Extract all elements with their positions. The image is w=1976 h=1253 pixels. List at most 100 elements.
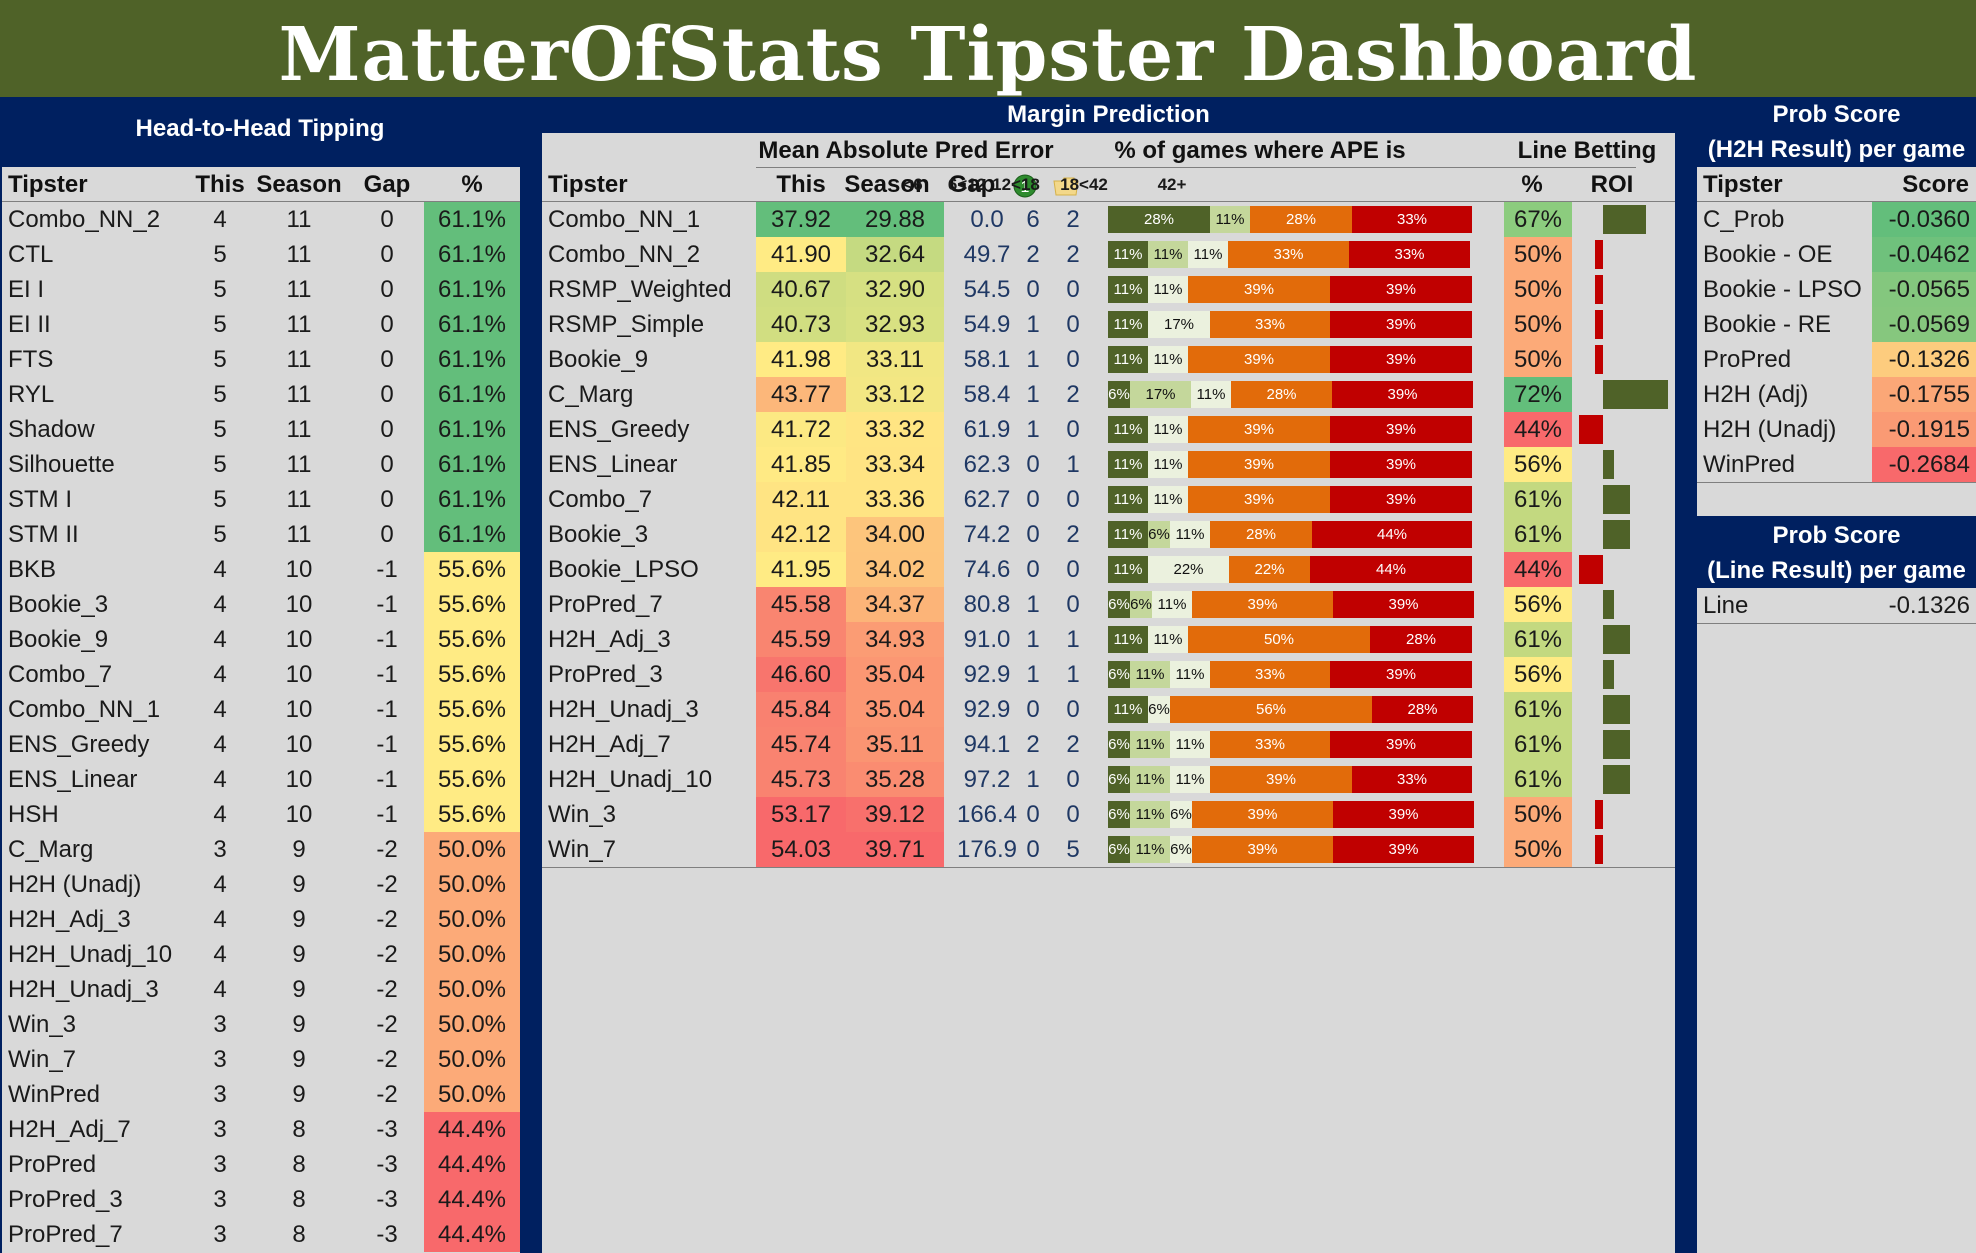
table-row[interactable]: ENS_Greedy 4 10 -1 55.6% [2,727,520,762]
table-row[interactable]: Bookie - RE -0.0569 [1697,307,1976,342]
table-row[interactable]: ProPred -0.1326 [1697,342,1976,377]
this-value: 5 [213,486,227,513]
table-row[interactable]: ProPred 3 8 -3 44.4% [2,1147,520,1182]
table-row[interactable]: H2H_Unadj_10 45.73 35.28 97.2 1 0 6% 11% 11% 39% 3… [542,762,1675,797]
table-row[interactable]: Combo_NN_2 41.90 32.64 49.7 2 2 11% 11% 11% 33% 33… [542,237,1675,272]
table-row[interactable]: STM II 5 11 0 61.1% [2,517,520,552]
table-row[interactable]: Bookie - LPSO -0.0565 [1697,272,1976,307]
table-row[interactable]: C_Prob -0.0360 [1697,202,1976,237]
table-row[interactable]: ENS_Linear 41.85 33.34 62.3 0 1 11% 11% 39% 39% 56… [542,447,1675,482]
tipster-name: H2H (Unadj) [1703,416,1837,443]
table-row[interactable]: BKB 4 10 -1 55.6% [2,552,520,587]
table-row[interactable]: Line -0.1326 [1697,588,1976,623]
table-row[interactable]: WinPred -0.2684 [1697,447,1976,482]
table-row[interactable]: Bookie_3 4 10 -1 55.6% [2,587,520,622]
tipster-name: Win_7 [8,1046,77,1073]
table-row[interactable]: ProPred_7 45.58 34.37 80.8 1 0 6% 6% 11% 39% 39% 56… [542,587,1675,622]
table-row[interactable]: Silhouette 5 11 0 61.1% [2,447,520,482]
pct-value: 44.4% [424,1147,520,1182]
ape-segment: 11% [1148,241,1188,268]
table-row[interactable]: H2H_Unadj_3 4 9 -2 50.0% [2,972,520,1007]
gap-value: -2 [376,1081,398,1108]
tipster-name: WinPred [8,1081,101,1108]
mae-gap-value: 97.2 [963,766,1011,793]
table-row[interactable]: H2H_Unadj_3 45.84 35.04 92.9 0 0 11% 6% 56% 28% 61… [542,692,1675,727]
table-row[interactable]: FTS 5 11 0 61.1% [2,342,520,377]
table-row[interactable]: Combo_7 4 10 -1 55.6% [2,657,520,692]
table-row[interactable]: Bookie_3 42.12 34.00 74.2 0 2 11% 6% 11% 28% 44% 61… [542,517,1675,552]
tipster-name: FTS [8,346,54,373]
h2h-col-tipster: Tipster [8,171,88,198]
wins-count: 0 [1026,556,1040,583]
this-value: 3 [213,1221,227,1248]
table-row[interactable]: Bookie - OE -0.0462 [1697,237,1976,272]
mae-this-value: 43.77 [756,377,846,412]
tipster-name: CTL [8,241,54,268]
roi-bar [1603,765,1630,794]
table-row[interactable]: Win_7 54.03 39.71 176.9 0 5 6% 11% 6% 39% 39% 50% [542,832,1675,867]
table-row[interactable]: Win_7 3 9 -2 50.0% [2,1042,520,1077]
line-pct-value: 50% [1504,797,1572,832]
table-row[interactable]: Combo_NN_1 37.92 29.88 0.0 6 2 28% 11% 28% 33% 67% [542,202,1675,237]
folds-count: 0 [1066,276,1080,303]
table-row[interactable]: Shadow 5 11 0 61.1% [2,412,520,447]
margin-bottom-rule [542,867,1675,868]
wins-count: 6 [1026,206,1040,233]
table-row[interactable]: EI I 5 11 0 61.1% [2,272,520,307]
tipster-name: Bookie - LPSO [1703,276,1862,303]
table-row[interactable]: RSMP_Weighted 40.67 32.90 54.5 0 0 11% 11% 39% 39… [542,272,1675,307]
folds-count: 0 [1066,416,1080,443]
table-row[interactable]: Combo_7 42.11 33.36 62.7 0 0 11% 11% 39% 39% 61% [542,482,1675,517]
season-value: 10 [285,731,313,758]
ape-range-label: <6 [903,175,923,194]
table-row[interactable]: ENS_Linear 4 10 -1 55.6% [2,762,520,797]
table-row[interactable]: H2H_Adj_7 3 8 -3 44.4% [2,1112,520,1147]
table-row[interactable]: STM I 5 11 0 61.1% [2,482,520,517]
table-row[interactable]: CTL 5 11 0 61.1% [2,237,520,272]
season-value: 8 [292,1151,306,1178]
ape-segment: 11% [1148,276,1188,303]
roi-bar [1595,275,1603,304]
gap-value: -2 [376,1046,398,1073]
table-row[interactable]: EI II 5 11 0 61.1% [2,307,520,342]
prob-h2h-title-1: Prob Score [1772,101,1901,128]
table-row[interactable]: Win_3 53.17 39.12 166.4 0 0 6% 11% 6% 39% 39% 50% [542,797,1675,832]
ape-range-label: 12<18 [992,175,1040,194]
table-row[interactable]: Bookie_9 4 10 -1 55.6% [2,622,520,657]
roi-bar [1595,345,1603,374]
table-row[interactable]: ENS_Greedy 41.72 33.32 61.9 1 0 11% 11% 39% 39% 44… [542,412,1675,447]
mae-this-value: 40.67 [756,272,846,307]
table-row[interactable]: Bookie_LPSO 41.95 34.02 74.6 0 0 11% 22% 22% 44% 4… [542,552,1675,587]
tipster-name: ProPred [1703,346,1792,373]
table-row[interactable]: H2H_Adj_3 45.59 34.93 91.0 1 1 11% 11% 50% 28% 61% [542,622,1675,657]
pct-value: 61.1% [424,202,520,237]
margin-col-tipster: Tipster [548,171,628,198]
table-row[interactable]: C_Marg 43.77 33.12 58.4 1 2 6% 17% 11% 28% 39% 72% [542,377,1675,412]
table-row[interactable]: HSH 4 10 -1 55.6% [2,797,520,832]
table-row[interactable]: H2H_Unadj_10 4 9 -2 50.0% [2,937,520,972]
this-value: 4 [213,626,227,653]
ape-segment: 6% [1108,836,1130,863]
ape-segment: 33% [1210,731,1330,758]
ape-segment: 6% [1170,801,1192,828]
table-row[interactable]: H2H (Adj) -0.1755 [1697,377,1976,412]
table-row[interactable]: WinPred 3 9 -2 50.0% [2,1077,520,1112]
table-row[interactable]: H2H_Adj_7 45.74 35.11 94.1 2 2 6% 11% 11% 33% 39% 6… [542,727,1675,762]
table-row[interactable]: Combo_NN_1 4 10 -1 55.6% [2,692,520,727]
ape-segment: 39% [1188,276,1330,303]
table-row[interactable]: RYL 5 11 0 61.1% [2,377,520,412]
table-row[interactable]: C_Marg 3 9 -2 50.0% [2,832,520,867]
table-row[interactable]: H2H (Unadj) -0.1915 [1697,412,1976,447]
season-value: 11 [286,486,312,513]
mae-gap-value: 80.8 [963,591,1011,618]
pct-value: 44.4% [424,1217,520,1252]
table-row[interactable]: Win_3 3 9 -2 50.0% [2,1007,520,1042]
table-row[interactable]: RSMP_Simple 40.73 32.93 54.9 1 0 11% 17% 33% 39% 5… [542,307,1675,342]
table-row[interactable]: H2H (Unadj) 4 9 -2 50.0% [2,867,520,902]
table-row[interactable]: Combo_NN_2 4 11 0 61.1% [2,202,520,237]
table-row[interactable]: ProPred_3 3 8 -3 44.4% [2,1182,520,1217]
table-row[interactable]: H2H_Adj_3 4 9 -2 50.0% [2,902,520,937]
table-row[interactable]: ProPred_3 46.60 35.04 92.9 1 1 6% 11% 11% 33% 39% 5… [542,657,1675,692]
table-row[interactable]: ProPred_7 3 8 -3 44.4% [2,1217,520,1252]
table-row[interactable]: Bookie_9 41.98 33.11 58.1 1 0 11% 11% 39% 39% 50% [542,342,1675,377]
